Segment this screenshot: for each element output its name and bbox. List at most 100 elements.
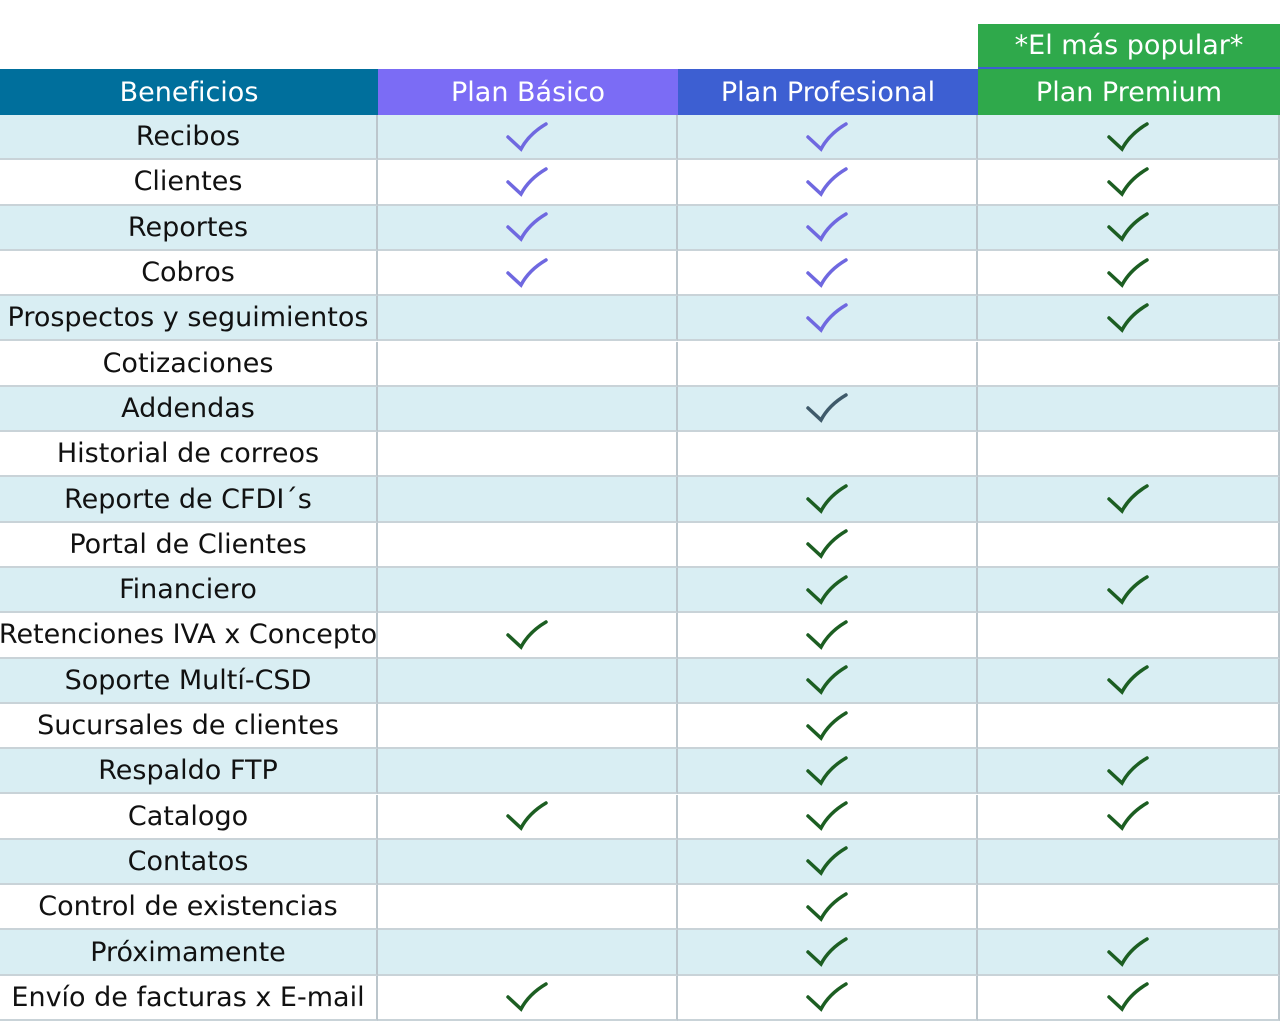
- check-cell: [378, 703, 678, 750]
- check-cell: [978, 703, 1280, 750]
- checkmark: [806, 665, 848, 696]
- row-label: Cobros: [0, 250, 378, 297]
- header-cell: Plan Básico: [378, 69, 678, 115]
- check-cell: [978, 205, 1280, 251]
- checkmark: [1107, 212, 1149, 243]
- row-label: Soporte Multí-CSD: [0, 658, 378, 704]
- check-cell: [378, 658, 678, 704]
- check-cell: [378, 115, 678, 161]
- checkmark: [806, 982, 848, 1013]
- check-cell: [978, 749, 1280, 795]
- header-cell: Plan Profesional: [678, 69, 978, 115]
- checkmark: [806, 574, 848, 605]
- checkmark: [1107, 167, 1149, 197]
- row-label: Reportes: [0, 205, 378, 251]
- row-label: Contatos: [0, 839, 378, 886]
- checkmark: [806, 801, 848, 831]
- checkmark: [806, 212, 848, 243]
- check-cell: [978, 794, 1280, 840]
- check-cell: [378, 975, 678, 1021]
- checkmark: [806, 891, 848, 922]
- check-cell: [378, 839, 678, 886]
- checkmark: [506, 620, 548, 650]
- row-label: Recibos: [0, 115, 378, 161]
- check-cell: [678, 522, 978, 568]
- check-cell: [678, 115, 978, 161]
- checkmark: [806, 303, 848, 333]
- check-cell: [678, 250, 978, 297]
- checkmark: [806, 846, 848, 877]
- check-cell: [978, 432, 1280, 478]
- row-label: Addendas: [0, 386, 378, 433]
- check-cell: [678, 205, 978, 251]
- check-cell: [378, 794, 678, 840]
- check-cell: [678, 658, 978, 704]
- checkmark: [806, 257, 848, 288]
- check-cell: [678, 749, 978, 795]
- check-cell: [378, 885, 678, 931]
- check-cell: [378, 930, 678, 976]
- check-cell: [978, 250, 1280, 297]
- row-label: Prospectos y seguimientos: [0, 296, 378, 342]
- check-cell: [378, 205, 678, 251]
- checkmark: [806, 756, 848, 786]
- check-cell: [978, 975, 1280, 1021]
- check-cell: [378, 250, 678, 297]
- check-cell: [678, 794, 978, 840]
- check-cell: [678, 160, 978, 206]
- check-cell: [978, 115, 1280, 161]
- checkmark: [806, 121, 848, 152]
- checkmark: [806, 484, 848, 514]
- check-cell: [678, 930, 978, 976]
- checkmark: [506, 121, 548, 152]
- checkmark: [506, 212, 548, 243]
- row-label: Clientes: [0, 160, 378, 206]
- row-label: Próximamente: [0, 930, 378, 976]
- checkmark: [506, 982, 548, 1013]
- checkmark: [506, 801, 548, 831]
- check-cell: [378, 749, 678, 795]
- checkmark: [1107, 801, 1149, 831]
- check-cell: [978, 477, 1280, 523]
- check-cell: [978, 522, 1280, 568]
- row-label: Cotizaciones: [0, 341, 378, 387]
- checkmark: [806, 710, 848, 741]
- check-cell: [678, 975, 978, 1021]
- checkmark: [506, 167, 548, 197]
- check-cell: [678, 885, 978, 931]
- checkmark: [1107, 982, 1149, 1013]
- check-cell: [378, 613, 678, 659]
- check-cell: [378, 477, 678, 523]
- check-cell: [678, 477, 978, 523]
- checkmark: [1107, 484, 1149, 514]
- row-label: Portal de Clientes: [0, 522, 378, 568]
- row-label: Retenciones IVA x Concepto: [0, 613, 378, 659]
- row-label: Financiero: [0, 568, 378, 614]
- checkmark: [1107, 121, 1149, 152]
- check-cell: [978, 658, 1280, 704]
- checkmark: [506, 257, 548, 288]
- checkmark: [806, 167, 848, 197]
- checkmark: [806, 393, 848, 424]
- check-cell: [678, 839, 978, 886]
- checkmark: [1107, 574, 1149, 605]
- check-cell: [378, 522, 678, 568]
- header-cell: Plan Premium: [978, 69, 1280, 115]
- row-label: Envío de facturas x E-mail: [0, 975, 378, 1021]
- checkmark: [806, 937, 848, 967]
- check-cell: [378, 386, 678, 433]
- checkmark: [1107, 665, 1149, 696]
- header-cell: Beneficios: [0, 69, 378, 115]
- check-cell: [378, 296, 678, 342]
- check-cell: [978, 885, 1280, 931]
- row-label: Historial de correos: [0, 432, 378, 478]
- row-label: Sucursales de clientes: [0, 703, 378, 750]
- check-cell: [978, 386, 1280, 433]
- check-cell: [678, 341, 978, 387]
- check-cell: [378, 432, 678, 478]
- check-cell: [678, 432, 978, 478]
- check-cell: [978, 613, 1280, 659]
- row-label: Control de existencias: [0, 885, 378, 931]
- check-cell: [378, 160, 678, 206]
